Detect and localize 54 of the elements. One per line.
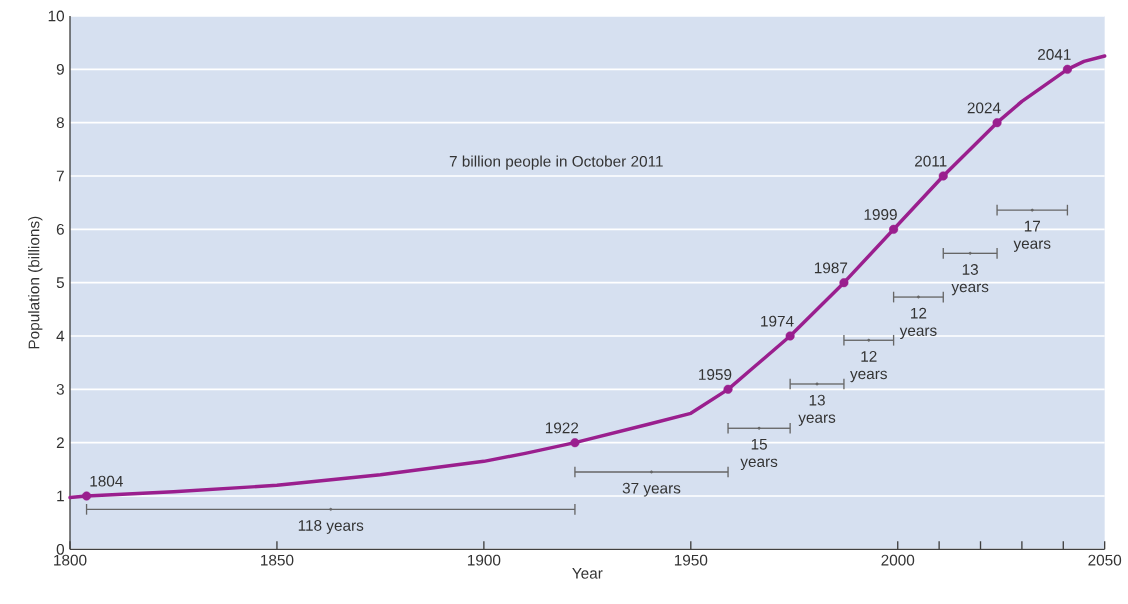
point	[1062, 64, 1072, 74]
y-tick-label: 8	[56, 117, 64, 129]
x-axis-title: Year	[572, 568, 603, 579]
y-tick-label: 7	[56, 170, 64, 182]
y-tick-label: 6	[56, 223, 64, 235]
point	[1030, 208, 1034, 212]
annotation: 1987	[814, 262, 848, 274]
point	[815, 382, 819, 386]
annotation: 1999	[864, 209, 897, 220]
annotation: 1804	[90, 475, 123, 487]
y-tick-label: 1	[57, 490, 64, 502]
x-tick-label: 1850	[261, 554, 294, 566]
y-tick-label: 10	[48, 10, 65, 22]
point	[650, 470, 653, 474]
point	[839, 278, 849, 288]
y-tick-label: 2	[56, 437, 64, 449]
annotation: 2011	[915, 155, 947, 167]
y-tick-label: 0	[56, 543, 65, 555]
point	[992, 118, 1002, 128]
annotation: 12 years	[899, 307, 937, 339]
annotation: 37 years	[622, 482, 681, 497]
point	[889, 224, 899, 234]
point	[785, 331, 795, 341]
annotation: 1922	[545, 422, 579, 434]
point	[938, 171, 948, 181]
x-tick-label: 2050	[1088, 554, 1122, 566]
annotation: 12 years	[850, 350, 887, 383]
annotation: 1959	[699, 369, 732, 380]
point	[570, 438, 580, 448]
x-tick-label: 1900	[467, 554, 501, 566]
annotation: 2041	[1038, 49, 1071, 60]
annotation: 2024	[967, 102, 1001, 114]
point	[968, 251, 972, 255]
y-tick-label: 9	[56, 63, 64, 75]
annotation: 1974	[761, 315, 794, 327]
y-axis-title: Population (billions)	[28, 216, 43, 349]
annotation: 7 billion people in October 2011	[449, 155, 663, 170]
annotation: 15 years	[740, 438, 778, 471]
y-tick-label: 4	[56, 330, 65, 342]
annotation: 118 years	[298, 520, 364, 534]
x-tick-label: 2000	[881, 554, 915, 566]
point	[329, 507, 333, 511]
y-tick-label: 3	[56, 383, 64, 395]
point	[757, 426, 761, 430]
point	[723, 384, 733, 394]
point	[82, 491, 92, 501]
x-tick-label: 1950	[674, 554, 708, 566]
annotation: 13 years	[951, 264, 989, 296]
x-tick-label: 1800	[54, 554, 87, 566]
annotation: 17 years	[1013, 220, 1051, 252]
y-tick-label: 5	[56, 277, 64, 289]
point	[916, 295, 920, 299]
point	[867, 338, 871, 342]
annotation: 13 years	[798, 394, 836, 426]
